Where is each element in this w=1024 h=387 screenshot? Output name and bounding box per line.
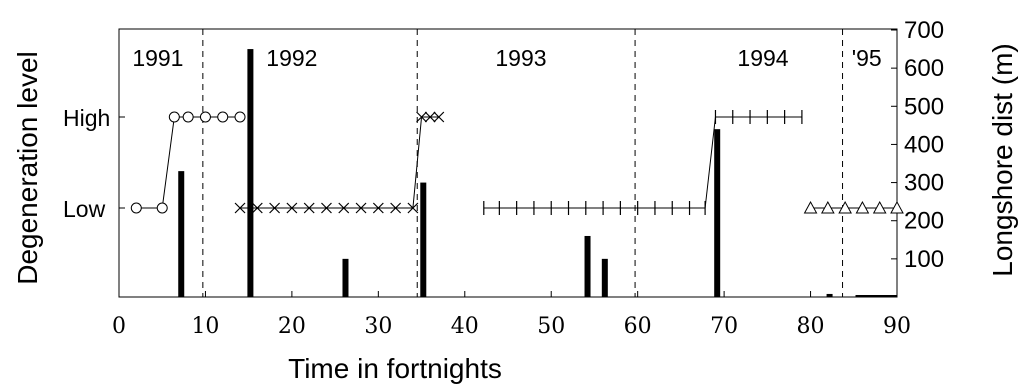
x-marker [355, 202, 367, 214]
x-marker [407, 202, 419, 214]
right-tick-label: 500 [904, 93, 944, 120]
circle-marker [217, 111, 229, 123]
year-labels: 1991 1992 1993 1994 '95 [132, 45, 881, 71]
year-label: 1992 [266, 45, 317, 71]
bar [584, 235, 591, 297]
circle-marker [182, 111, 194, 123]
year-dividers [202, 29, 844, 297]
x-tick-label: 40 [451, 314, 479, 339]
x-marker [416, 111, 427, 123]
x-tick-label: 30 [364, 314, 392, 339]
year-label: '95 [852, 45, 882, 71]
x-axis-label: Time in fortnights [288, 353, 502, 384]
x-tick-label: 50 [537, 314, 565, 339]
right-tick-label: 100 [904, 246, 944, 273]
x-tick-label: 70 [710, 314, 738, 339]
year-label: 1994 [737, 45, 788, 71]
degeneration-markers [130, 110, 904, 215]
bar [420, 182, 427, 297]
bar-series [178, 49, 897, 298]
bar [601, 258, 608, 297]
circle-marker [156, 202, 168, 214]
bar [178, 171, 185, 297]
right-tick-label: 300 [904, 170, 944, 197]
x-marker [433, 111, 445, 123]
bar [247, 49, 254, 298]
degeneration-line [483, 116, 802, 209]
triangle-marker [872, 200, 887, 214]
x-tick-label: 10 [191, 314, 219, 339]
x-marker [234, 202, 246, 214]
degeneration-line [136, 116, 241, 209]
x-tick-label: 90 [883, 314, 911, 339]
x-marker [303, 202, 315, 214]
x-axis-ticks: 0 10 20 30 40 50 60 70 80 90 [112, 291, 911, 339]
triangle-marker [838, 200, 852, 214]
x-marker [251, 202, 263, 214]
x-marker [269, 202, 281, 214]
triangle-marker [855, 200, 870, 214]
x-tick-label: 0 [112, 314, 126, 339]
right-tick-label: 400 [904, 131, 944, 158]
y-axis-label-left: Degeneration level [12, 51, 43, 285]
year-label: 1993 [495, 45, 546, 71]
x-marker [286, 202, 298, 214]
level-label: High [63, 105, 110, 131]
right-tick-label: 600 [904, 55, 944, 82]
y-axis-label-right: Longshore dist (m) [987, 43, 1018, 276]
x-marker [338, 202, 350, 214]
year-label: 1991 [132, 45, 183, 71]
x-marker [372, 202, 384, 214]
circle-marker [130, 202, 142, 214]
triangle-marker [821, 200, 835, 214]
bar [342, 258, 349, 297]
triangle-marker [890, 200, 904, 214]
bar [826, 293, 833, 297]
circle-marker [199, 111, 211, 123]
right-axis-ticks: 100 200 300 400 500 600 700 [891, 17, 944, 273]
right-tick-label: 200 [904, 208, 944, 235]
plot-frame [118, 28, 898, 298]
level-label: Low [63, 196, 106, 222]
x-tick-label: 60 [624, 314, 652, 339]
x-tick-label: 20 [278, 314, 306, 339]
right-tick-label: 700 [904, 17, 944, 44]
degeneration-line [240, 116, 439, 209]
x-marker [321, 202, 332, 214]
bar [714, 129, 721, 297]
triangle-marker [803, 200, 818, 214]
level-labels: High Low [63, 105, 125, 222]
x-tick-label: 80 [797, 314, 825, 339]
x-marker [424, 111, 436, 123]
circle-marker [168, 111, 180, 123]
x-marker [390, 202, 402, 214]
circle-marker [234, 111, 246, 123]
